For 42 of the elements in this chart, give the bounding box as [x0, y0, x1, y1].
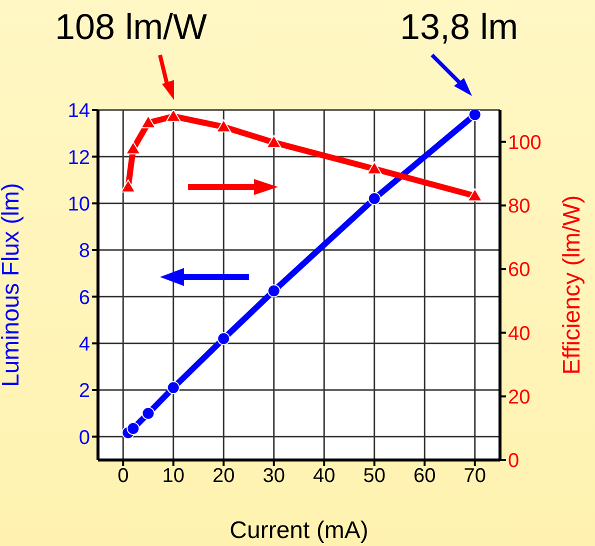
point [126, 422, 140, 435]
point [267, 284, 280, 298]
point [216, 119, 232, 132]
point [468, 110, 482, 122]
y2-tick-label: 40 [508, 322, 530, 345]
x-tick-label: 60 [414, 465, 436, 488]
x-tick-label: 40 [313, 465, 336, 488]
point [120, 180, 136, 192]
text: 13,8 lm [400, 6, 518, 48]
y-tick-label: 8 [78, 240, 90, 262]
y-tick-label: 2 [78, 380, 90, 402]
y-tick-label: 4 [78, 333, 90, 356]
point [140, 115, 156, 128]
x-tick-label: 0 [118, 465, 129, 488]
y-tick-label: 6 [78, 286, 90, 309]
y2-tick-label: 60 [508, 259, 530, 282]
point [126, 141, 141, 154]
y-tick-label: 12 [68, 146, 90, 169]
point [217, 332, 230, 346]
x-tick-label: 70 [464, 465, 486, 488]
y-tick-label: 0 [78, 426, 90, 449]
y-axis-title: Luminous Flux (lm) [0, 182, 25, 388]
x-tick-label: 20 [212, 465, 235, 488]
x-tick-label: 50 [363, 465, 386, 488]
y-tick-label: 14 [68, 100, 90, 122]
y2-tick-label: 20 [508, 386, 530, 408]
point [368, 192, 381, 206]
y-tick-label: 10 [68, 193, 90, 216]
y2-axis-title: Efficiency (lm/W) [558, 195, 586, 375]
point [166, 381, 180, 394]
y2-tick-label: 80 [508, 196, 530, 218]
text: 108 lm/W [55, 6, 208, 48]
x-tick-label: 30 [262, 465, 285, 488]
point [166, 110, 181, 122]
point [142, 406, 155, 420]
point [366, 161, 382, 174]
x-axis-title: Current (mA) [230, 517, 368, 544]
y2-tick-label: 100 [508, 132, 542, 154]
x-tick-label: 10 [162, 465, 184, 488]
point [467, 188, 482, 202]
point [266, 134, 282, 148]
y2-tick-label: 0 [508, 450, 520, 472]
